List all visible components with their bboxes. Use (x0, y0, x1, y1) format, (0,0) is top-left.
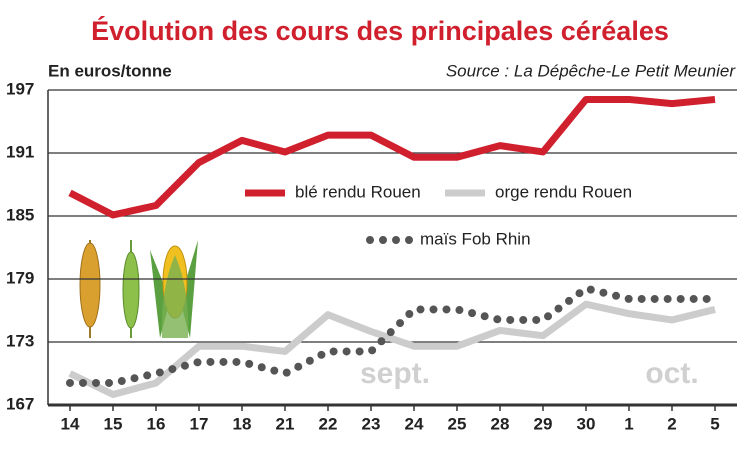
source: Source : La Dépêche-Le Petit Meunier (446, 61, 737, 80)
y-tick-label: 197 (6, 79, 34, 98)
series-line (68, 300, 716, 398)
series-line (66, 284, 719, 387)
x-tick-label: 1 (624, 414, 633, 433)
x-tick-label: 2 (667, 414, 676, 433)
cereal-icons (79, 240, 198, 338)
legend-label: maïs Fob Rhin (420, 229, 531, 248)
x-tick-label: 21 (276, 414, 295, 433)
x-tick-label: 30 (577, 414, 596, 433)
x-tick-label: 22 (319, 414, 338, 433)
x-tick-label: 18 (233, 414, 252, 433)
chart-title: Évolution des cours des principales céré… (91, 15, 669, 46)
x-tick-label: 16 (147, 414, 166, 433)
legend-label: blé rendu Rouen (295, 182, 421, 201)
y-tick-label: 179 (6, 268, 34, 287)
y-tick-label: 191 (6, 142, 34, 161)
y-tick-label: 185 (6, 205, 34, 224)
x-tick-label: 25 (448, 414, 467, 433)
x-tick-label: 29 (534, 414, 553, 433)
annotation: sept. (360, 357, 430, 390)
x-tick-label: 23 (362, 414, 381, 433)
x-tick-label: 28 (491, 414, 510, 433)
x-tick-label: 15 (104, 414, 123, 433)
y-axis-label: En euros/tonne (48, 61, 172, 80)
legend-label: orge rendu Rouen (495, 182, 632, 201)
x-tick-label: 14 (61, 414, 80, 433)
y-tick-label: 173 (6, 331, 34, 350)
x-tick-label: 17 (190, 414, 209, 433)
y-tick-label: 167 (6, 394, 34, 413)
series-line (68, 95, 716, 219)
annotation: oct. (645, 357, 698, 390)
x-tick-label: 24 (405, 414, 424, 433)
x-tick-label: 5 (710, 414, 719, 433)
